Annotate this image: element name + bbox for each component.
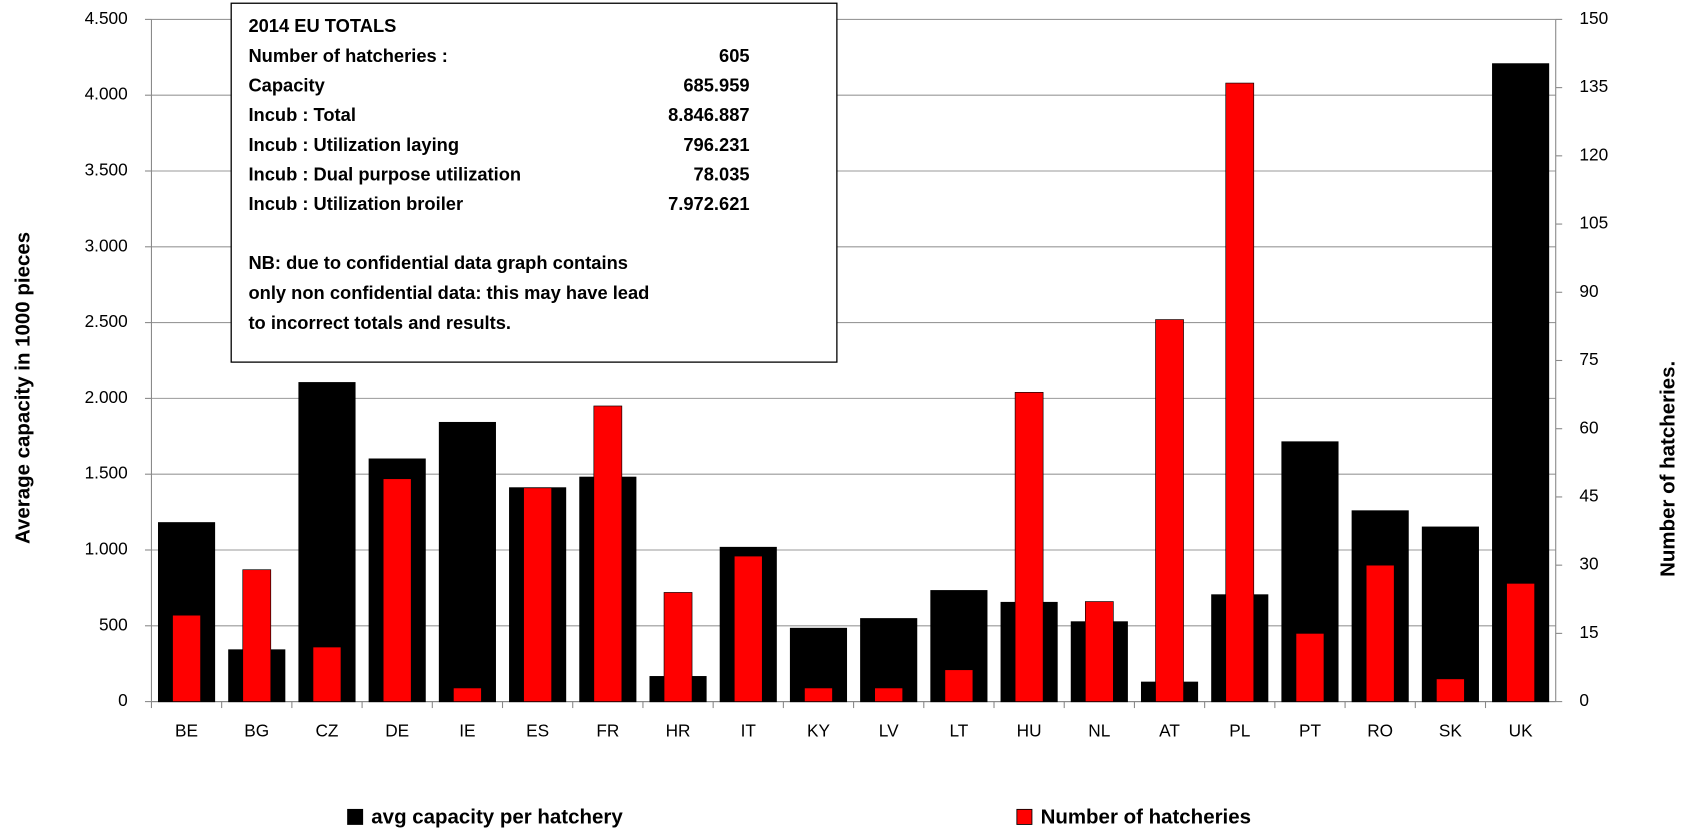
info-value: 78.035 [694, 164, 750, 185]
y2-tick-label: 45 [1579, 485, 1598, 505]
y2-tick-label: 30 [1579, 554, 1598, 574]
bar [453, 687, 482, 702]
y-tick-label: 4.500 [85, 8, 128, 28]
bar [172, 614, 201, 702]
bar [1365, 564, 1395, 702]
y2-axis-label: Number of hatcheries. [1656, 361, 1679, 577]
x-tick-label: BG [244, 720, 269, 740]
y-tick-label: 0 [118, 690, 128, 710]
bar [1014, 392, 1044, 702]
y-tick-label: 2.000 [85, 387, 128, 407]
bar [593, 405, 623, 702]
info-note: only non confidential data: this may hav… [248, 282, 649, 303]
info-label: Capacity [248, 75, 325, 96]
x-tick-label: IT [741, 720, 757, 740]
y2-tick-label: 15 [1579, 622, 1598, 642]
legend-label: Number of hatcheries [1041, 805, 1251, 828]
x-tick-label: FR [596, 720, 619, 740]
info-value: 7.972.621 [668, 193, 749, 214]
bar [312, 646, 342, 702]
bar [382, 478, 412, 702]
y2-tick-label: 150 [1579, 8, 1608, 28]
y2-tick-label: 0 [1579, 690, 1589, 710]
info-value: 685.959 [683, 75, 749, 96]
y-tick-label: 1.000 [85, 539, 128, 559]
info-label: Incub : Utilization broiler [248, 193, 463, 214]
bar [1295, 633, 1325, 702]
info-label: Number of hatcheries : [248, 45, 447, 66]
bar [733, 555, 763, 702]
legend-swatch [347, 808, 364, 825]
info-value: 8.846.887 [668, 104, 749, 125]
y-tick-label: 2.500 [85, 311, 128, 331]
bar [874, 687, 904, 702]
x-tick-label: CZ [315, 720, 338, 740]
bar [1225, 82, 1255, 702]
y-tick-label: 1.500 [85, 463, 128, 483]
y-tick-label: 500 [99, 614, 128, 634]
info-note: NB: due to confidential data graph conta… [248, 252, 628, 273]
x-tick-label: LT [949, 720, 968, 740]
bar [438, 421, 496, 703]
y2-tick-label: 90 [1579, 281, 1598, 301]
bar [1155, 319, 1184, 702]
y2-tick-label: 135 [1579, 76, 1608, 96]
info-label: Incub : Utilization laying [248, 134, 459, 155]
y-axis-label: Average capacity in 1000 pieces [12, 232, 35, 544]
x-tick-label: UK [1509, 720, 1533, 740]
bar [523, 487, 552, 702]
bar [1436, 678, 1465, 702]
bar [1421, 526, 1479, 703]
y2-tick-label: 60 [1579, 417, 1598, 437]
bar [804, 687, 833, 702]
info-label: Incub : Dual purpose utilization [248, 164, 521, 185]
y-tick-label: 3.500 [85, 160, 128, 180]
x-tick-label: RO [1367, 720, 1393, 740]
info-title: 2014 EU TOTALS [248, 15, 396, 36]
bar [242, 569, 272, 702]
y-tick-label: 4.000 [85, 84, 128, 104]
x-tick-label: AT [1159, 720, 1180, 740]
x-tick-label: NL [1088, 720, 1110, 740]
info-box [230, 2, 838, 363]
y2-tick-label: 105 [1579, 213, 1608, 233]
bar [1506, 583, 1535, 702]
info-note: to incorrect totals and results. [248, 312, 511, 333]
x-tick-label: LV [879, 720, 899, 740]
y2-tick-label: 120 [1579, 144, 1608, 164]
bar [663, 592, 693, 702]
info-value: 796.231 [683, 134, 749, 155]
x-tick-label: HU [1017, 720, 1042, 740]
y2-tick-label: 75 [1579, 349, 1598, 369]
x-tick-label: DE [385, 720, 409, 740]
y-tick-label: 3.000 [85, 235, 128, 255]
x-tick-label: PL [1229, 720, 1250, 740]
x-tick-label: BE [175, 720, 198, 740]
bar [944, 669, 974, 702]
x-tick-label: ES [526, 720, 549, 740]
bar [789, 627, 848, 703]
info-value: 605 [719, 45, 750, 66]
bar [1084, 601, 1114, 702]
legend-swatch [1016, 808, 1033, 825]
legend-label: avg capacity per hatchery [371, 805, 623, 828]
x-tick-label: HR [666, 720, 691, 740]
x-tick-label: PT [1299, 720, 1321, 740]
x-tick-label: IE [459, 720, 475, 740]
x-tick-label: SK [1439, 720, 1462, 740]
info-label: Incub : Total [248, 104, 355, 125]
x-tick-label: KY [807, 720, 830, 740]
